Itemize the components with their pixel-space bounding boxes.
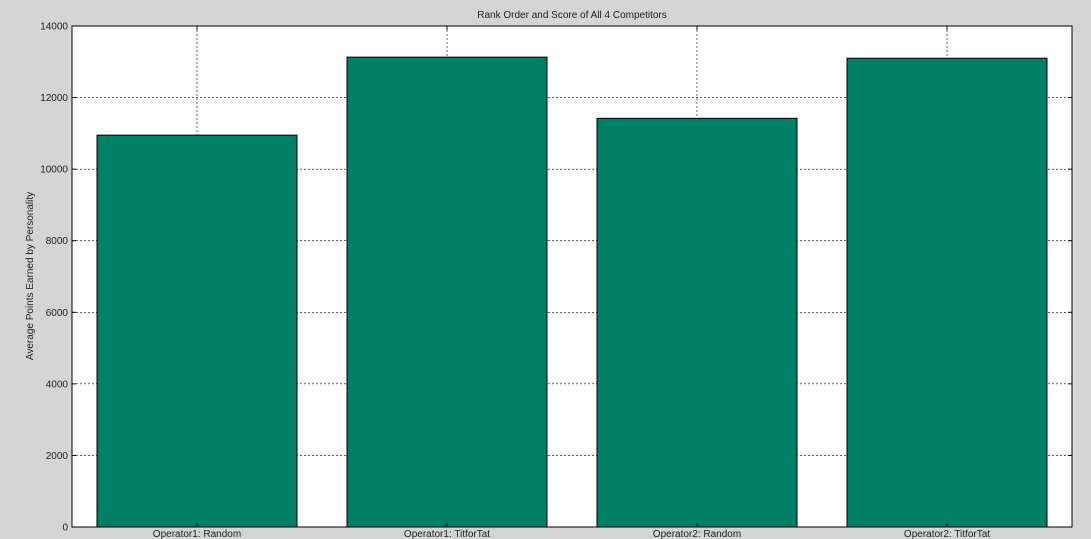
y-axis-label: Average Points Earned by Personality [25, 192, 36, 360]
bar [596, 117, 798, 528]
y-tick-label: 10000 [40, 165, 68, 176]
x-tick-label: Operator2: TitforTat [904, 529, 990, 539]
y-tick-label: 6000 [46, 308, 69, 319]
bar [846, 57, 1048, 528]
bar [346, 56, 548, 528]
x-tick-label: Operator1: Random [153, 529, 241, 539]
axis-ticks: 0 2000 4000 6000 8000 10000 12000 14000 Operator… [40, 22, 1072, 539]
plot-frame [71, 25, 1073, 528]
y-tick-label: 0 [62, 523, 68, 534]
y-tick-label: 14000 [40, 22, 68, 33]
chart-title: Rank Order and Score of All 4 Competitor… [477, 10, 667, 21]
y-tick-label: 12000 [40, 93, 68, 104]
x-tick-label: Operator1: TitforTat [404, 529, 490, 539]
y-tick-label: 2000 [46, 451, 69, 462]
bar [96, 134, 298, 528]
y-tick-label: 4000 [46, 379, 69, 390]
y-tick-label: 8000 [46, 236, 69, 247]
x-tick-label: Operator2: Random [653, 529, 741, 539]
bars [96, 56, 1048, 528]
